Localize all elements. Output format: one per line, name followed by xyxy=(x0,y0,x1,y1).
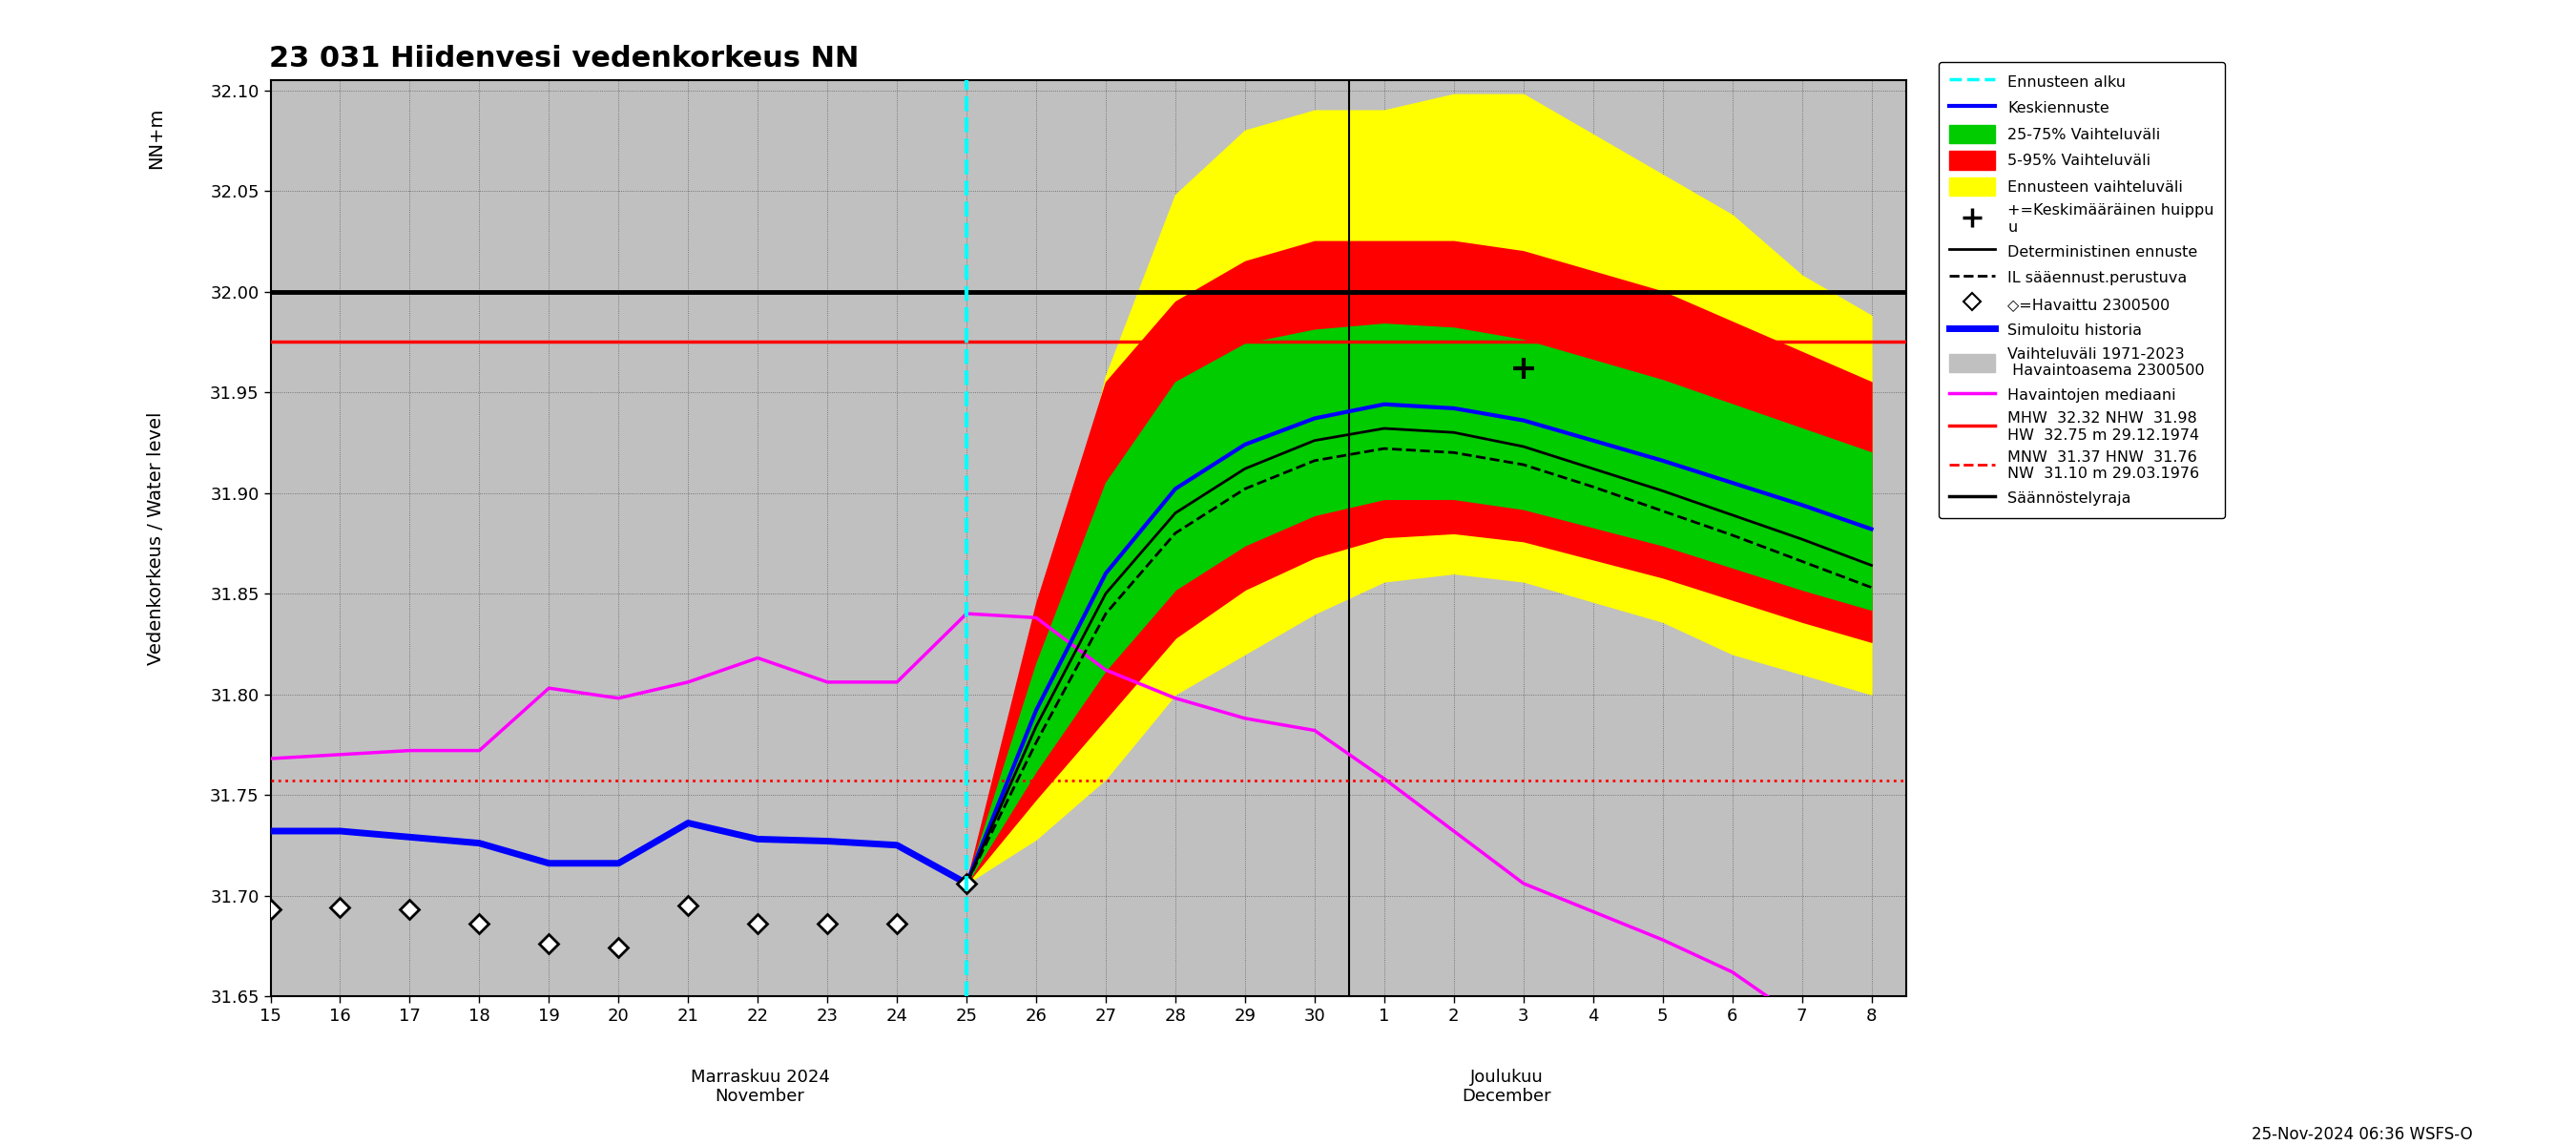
Text: 25-Nov-2024 06:36 WSFS-O: 25-Nov-2024 06:36 WSFS-O xyxy=(2251,1126,2473,1143)
Text: NN+m: NN+m xyxy=(147,108,165,169)
Legend: Ennusteen alku, Keskiennuste, 25-75% Vaihteluväli, 5-95% Vaihteluväli, Ennusteen: Ennusteen alku, Keskiennuste, 25-75% Vai… xyxy=(1940,62,2226,518)
Text: Joulukuu
December: Joulukuu December xyxy=(1463,1068,1551,1105)
Text: 23 031 Hiidenvesi vedenkorkeus NN: 23 031 Hiidenvesi vedenkorkeus NN xyxy=(268,45,858,72)
Text: Vedenkorkeus / Water level: Vedenkorkeus / Water level xyxy=(147,411,165,665)
Text: Marraskuu 2024
November: Marraskuu 2024 November xyxy=(690,1068,829,1105)
